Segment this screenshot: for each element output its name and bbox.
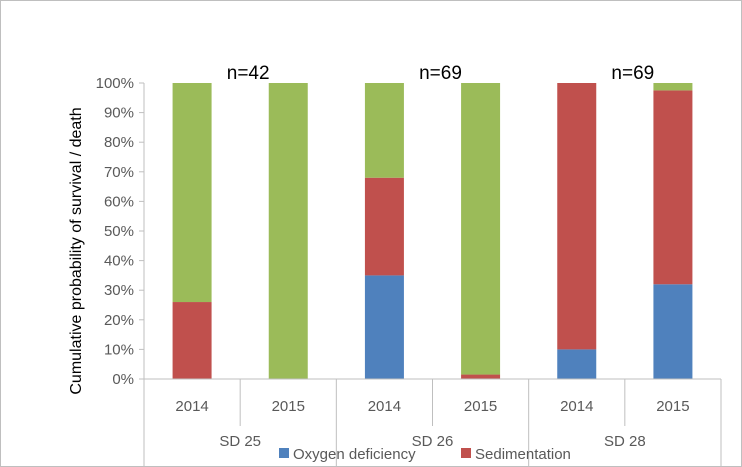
y-tick-label: 30% [104,282,134,299]
x-category-label: 2015 [464,398,497,415]
y-tick-label: 80% [104,134,134,151]
legend-swatch-sedimentation [461,448,471,458]
bar-oxygen-deficiency-3 [364,275,404,379]
sample-size-label: n=69 [419,63,462,84]
x-category-label: 2014 [368,398,401,415]
legend-label-sedimentation: Sedimentation [475,446,571,463]
bar-oxygen-deficiency-6 [653,284,693,379]
legend-label-oxygen-deficiency: Oxygen deficiency [293,446,416,463]
sample-size-label: n=69 [611,63,654,84]
y-tick-label: 50% [104,223,134,240]
sample-size-labels: n=42 n=69 n=69 [227,63,654,84]
bar-oxygen-deficiency-5 [557,349,597,379]
y-tick-label: 0% [112,371,134,388]
y-tick-label: 40% [104,253,134,270]
bar-survival-1 [172,83,212,303]
x-category-label: 2014 [560,398,593,415]
y-tick-label: 70% [104,164,134,181]
x-category-labels: 2014 2015 2014 2015 2014 2015 [143,379,722,466]
y-axis-label: Cumulative probability of survival / dea… [68,107,85,394]
bar-survival-2 [268,83,308,379]
x-category-label: 2015 [656,398,689,415]
bar-sedimentation-4 [461,374,501,379]
y-tick-labels: 0% 10% 20% 30% 40% 50% 60% 70% 80% 90% 100% [96,75,144,388]
axes-layer [143,83,721,380]
y-tick-label: 100% [96,75,134,92]
x-category-label: 2014 [175,398,208,415]
x-group-label: SD 25 [219,433,261,450]
bar-sedimentation-5 [557,83,597,350]
sample-size-label: n=42 [227,63,270,84]
x-group-label: SD 28 [604,433,646,450]
bar-sedimentation-1 [172,302,212,379]
y-tick-label: 10% [104,341,134,358]
bar-sedimentation-6 [653,90,693,285]
x-group-label: SD 26 [412,433,454,450]
legend: Oxygen deficiency Sedimentation [279,446,571,463]
legend-swatch-oxygen-deficiency [279,448,289,458]
bars-layer [172,83,693,379]
bar-survival-3 [364,83,404,178]
y-tick-label: 60% [104,193,134,210]
bar-survival-6 [653,83,693,91]
x-group-labels: SD 25 SD 26 SD 28 [219,433,645,450]
y-tick-label: 90% [104,105,134,122]
y-tick-label: 20% [104,312,134,329]
x-category-label: 2015 [272,398,305,415]
bar-survival-4 [461,83,501,375]
bar-sedimentation-3 [364,177,404,276]
